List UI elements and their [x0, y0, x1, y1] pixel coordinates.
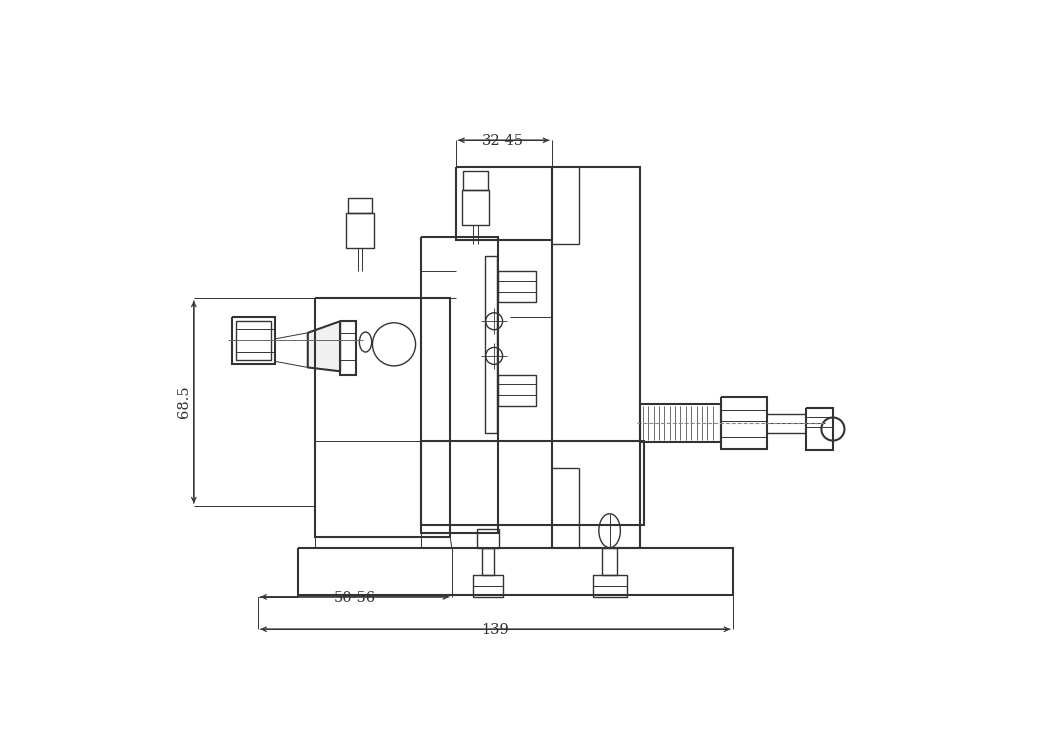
- Text: 32-45: 32-45: [482, 134, 525, 148]
- Text: 139: 139: [481, 623, 509, 637]
- Text: 68.5: 68.5: [176, 386, 191, 418]
- Text: 50-56: 50-56: [334, 590, 375, 605]
- Polygon shape: [308, 321, 340, 371]
